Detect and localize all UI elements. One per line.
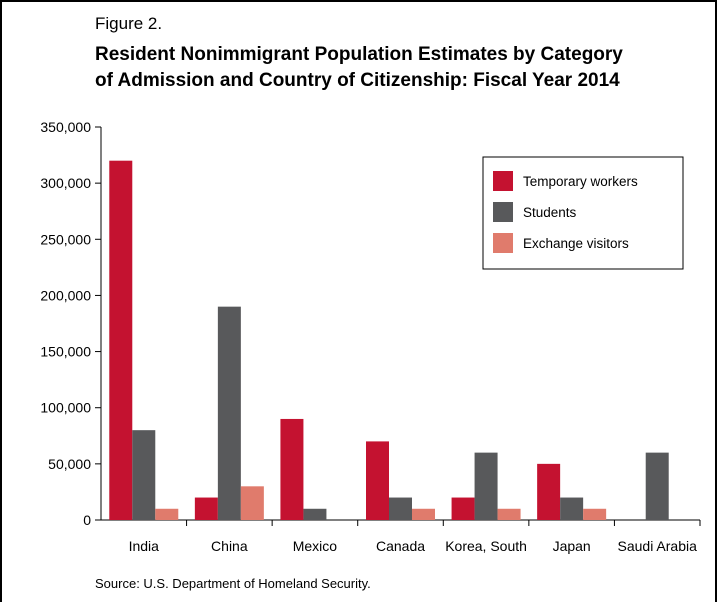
chart-title-line-2: of Admission and Country of Citizenship:…: [95, 70, 620, 91]
x-tick-label: Saudi Arabia: [618, 538, 698, 554]
chart-bars: [109, 160, 669, 520]
y-tick-label: 150,000: [40, 344, 91, 360]
legend-label: Temporary workers: [523, 174, 638, 189]
legend-swatch: [493, 233, 513, 253]
bar: [155, 508, 179, 520]
bar: [366, 441, 389, 520]
bar: [240, 486, 264, 520]
x-tick-label: Canada: [376, 538, 425, 554]
legend-swatch: [493, 171, 513, 191]
y-tick-label: 100,000: [40, 400, 91, 416]
bar: [451, 497, 475, 520]
x-tick-label: India: [129, 538, 160, 554]
y-tick-label: 350,000: [40, 119, 91, 135]
chart-axes: 0 50,000 100,000 150,000 200,000 250,000 300,0…: [40, 119, 700, 528]
bar: [537, 463, 561, 520]
bar: [645, 452, 669, 520]
legend-box: [482, 156, 684, 270]
chart-legend: Temporary workers Students Exchange visito…: [482, 156, 684, 270]
y-tick-label: 300,000: [40, 175, 91, 191]
bar: [560, 497, 584, 520]
bar: [194, 497, 218, 520]
bar: [497, 508, 521, 520]
x-tick-label: Korea, South: [445, 538, 527, 554]
y-tick-label: 250,000: [40, 231, 91, 247]
chart-title: Resident Nonimmigrant Population Estimat…: [95, 42, 695, 94]
bar: [132, 430, 156, 520]
source-note: Source: U.S. Department of Homeland Secu…: [95, 576, 371, 591]
y-tick-label: 0: [83, 512, 91, 528]
x-tick-label: Japan: [553, 538, 591, 554]
legend-swatch: [493, 202, 513, 222]
bar: [412, 508, 435, 520]
bar: [474, 452, 498, 520]
legend-label: Students: [523, 205, 577, 220]
bar: [217, 306, 241, 520]
bar: [109, 160, 133, 520]
bar: [280, 418, 304, 520]
legend-label: Exchange visitors: [523, 236, 629, 251]
figure-label: Figure 2.: [95, 14, 163, 33]
category-labels: India China Mexico Canada Korea, South Japan S…: [129, 520, 701, 554]
bar: [389, 497, 412, 520]
bar: [583, 508, 607, 520]
bar: [303, 508, 327, 520]
y-tick-label: 50,000: [48, 456, 91, 472]
chart-title-line-1: Resident Nonimmigrant Population Estimat…: [95, 44, 623, 65]
x-tick-label: China: [211, 538, 248, 554]
x-tick-label: Mexico: [293, 538, 338, 554]
y-tick-label: 200,000: [40, 287, 91, 303]
